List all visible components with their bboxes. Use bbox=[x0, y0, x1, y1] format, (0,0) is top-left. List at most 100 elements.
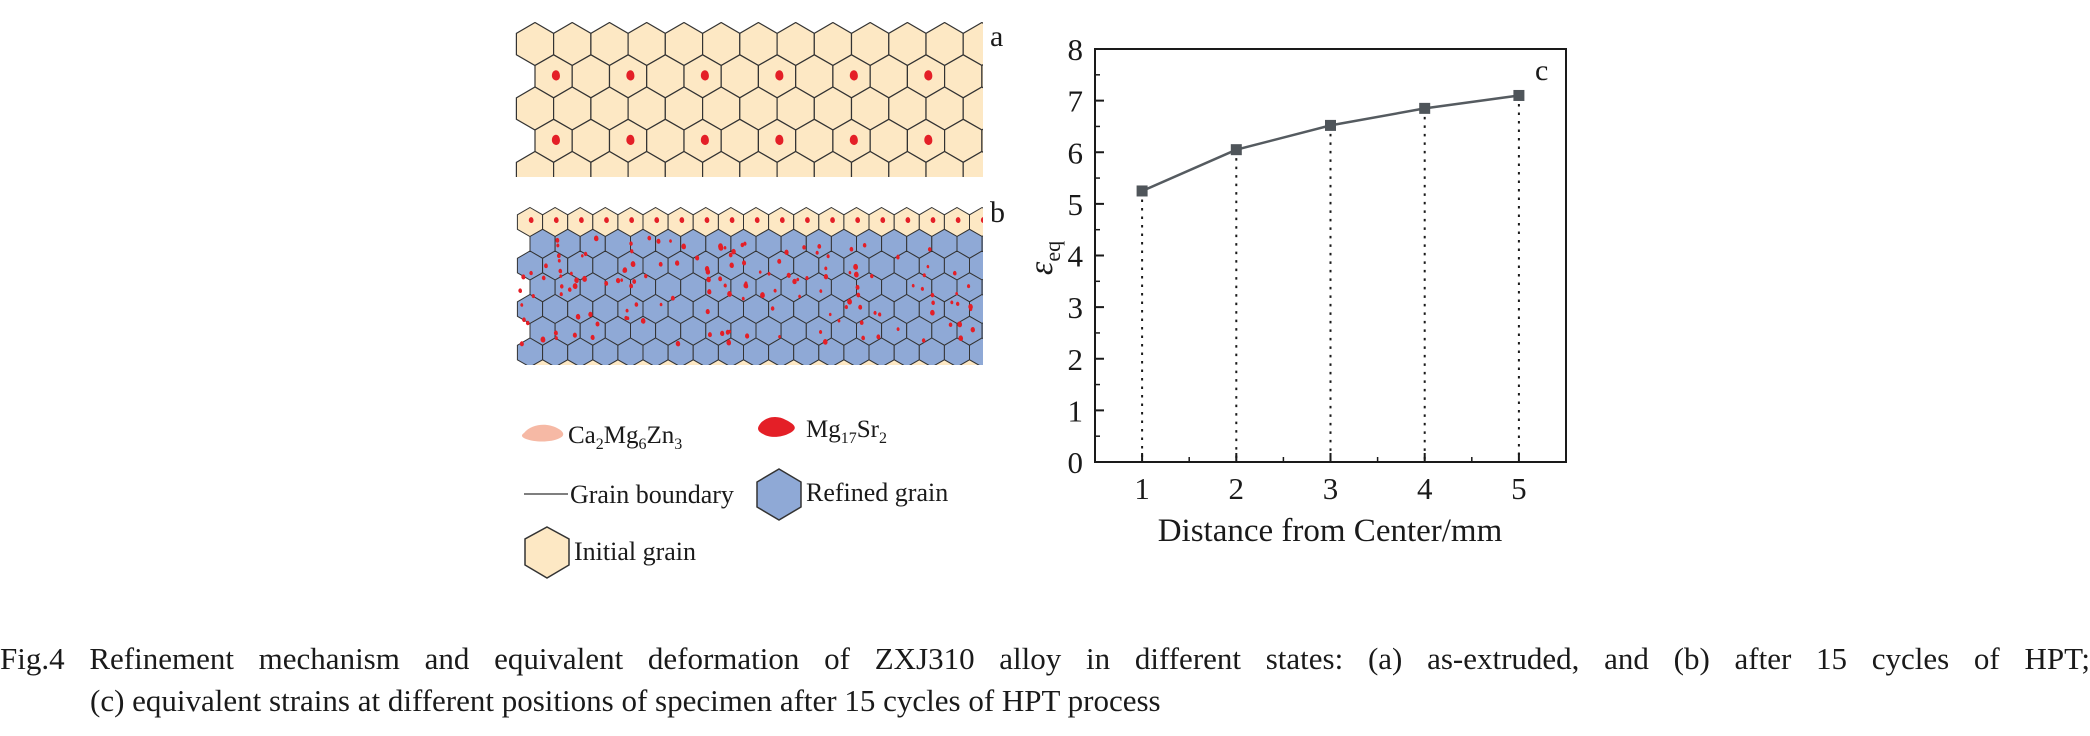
mg17sr2-particle bbox=[1019, 369, 1024, 375]
mg17sr2-particle bbox=[744, 283, 749, 289]
mg17sr2-particle bbox=[558, 268, 563, 274]
mg17sr2-particle bbox=[720, 330, 725, 337]
refined-grain-hexagon bbox=[981, 322, 983, 340]
mg17sr2-particle bbox=[692, 369, 697, 375]
panel-a-label: a bbox=[990, 20, 1003, 53]
initial-grain-hexagon bbox=[962, 150, 983, 177]
legend-item-initial-grain: Initial grain bbox=[524, 526, 696, 579]
mg17sr2-particle bbox=[572, 332, 577, 338]
mg17sr2-particle bbox=[519, 341, 524, 347]
mg17sr2-particle bbox=[742, 369, 747, 375]
mg17sr2-particle bbox=[830, 217, 835, 224]
mg17sr2-particle bbox=[553, 330, 558, 336]
mg17sr2-particle bbox=[802, 245, 806, 250]
mg17sr2-particle bbox=[924, 70, 933, 81]
mg17sr2-particle bbox=[624, 315, 628, 321]
mg17sr2-particle bbox=[555, 237, 560, 243]
caption-word: alloy bbox=[999, 641, 1062, 676]
mg17sr2-particle bbox=[993, 369, 998, 375]
panel-b-grain-grid bbox=[516, 207, 1032, 375]
mg17sr2-particle bbox=[707, 289, 712, 295]
initial-grain-hexagon bbox=[658, 359, 679, 365]
mg17sr2-particle bbox=[858, 304, 863, 310]
mg17sr2-label: Mg17Sr2 bbox=[806, 416, 887, 447]
caption-word: in bbox=[1086, 641, 1111, 676]
mg17sr2-particle bbox=[896, 255, 900, 260]
mg17sr2-particle bbox=[950, 300, 954, 305]
mg17sr2-particle bbox=[784, 249, 789, 255]
mg17sr2-particle bbox=[775, 70, 784, 81]
mg17sr2-particle bbox=[849, 134, 858, 145]
caption-word: equivalent bbox=[494, 641, 624, 676]
mg17sr2-particle bbox=[626, 70, 635, 81]
panel-a-grain-grid bbox=[515, 22, 1131, 227]
mg17sr2-particle bbox=[531, 293, 535, 299]
mg17sr2-particle bbox=[629, 217, 634, 224]
mg17sr2-particle bbox=[943, 369, 948, 375]
mg17sr2-particle bbox=[948, 322, 953, 327]
mg17sr2-particle bbox=[926, 264, 930, 269]
mg17sr2-particle bbox=[615, 277, 621, 284]
chart-drop-lines bbox=[1141, 95, 1520, 462]
mg17sr2-particle bbox=[718, 243, 723, 250]
initial-grain-hexagon bbox=[959, 359, 980, 365]
initial-grain-hexagon bbox=[1094, 55, 1131, 98]
mg17sr2-particle bbox=[629, 283, 634, 289]
initial-grain-hexagon bbox=[733, 359, 754, 365]
mg17sr2-particle bbox=[629, 241, 633, 246]
mg17sr2-particle bbox=[520, 303, 524, 307]
mg17sr2-particle bbox=[518, 288, 523, 293]
mg17sr2-particle bbox=[626, 134, 635, 145]
mg17sr2-particle bbox=[805, 275, 809, 281]
mg17sr2-particle bbox=[822, 338, 828, 345]
caption-word: and bbox=[1604, 641, 1649, 676]
mg17sr2-particle bbox=[847, 298, 852, 305]
mg17sr2-particle bbox=[528, 217, 534, 224]
mg17sr2-particle bbox=[559, 292, 563, 297]
mg17sr2-particle bbox=[529, 270, 533, 276]
refined-grain-hexagon bbox=[995, 251, 1020, 280]
caption-word: (a) bbox=[1367, 641, 1403, 676]
mg17sr2-particle bbox=[521, 274, 526, 280]
x-tick-label: 3 bbox=[1323, 471, 1339, 506]
chart-plot-frame bbox=[1094, 48, 1567, 463]
refined-grain-hexagon bbox=[1007, 273, 1032, 302]
initial-grain-hexagon bbox=[884, 359, 905, 365]
mg17sr2-particle bbox=[622, 268, 626, 273]
mg17sr2-particle bbox=[823, 273, 829, 280]
mg17sr2-particle bbox=[779, 217, 785, 224]
mg17sr2-particle bbox=[729, 262, 734, 268]
mg17sr2-particle bbox=[818, 329, 823, 334]
initial-grain-hexagon bbox=[708, 359, 729, 365]
mg17sr2-particle bbox=[656, 238, 661, 244]
mg17sr2-particle bbox=[856, 292, 861, 298]
mg17sr2-particle bbox=[849, 70, 858, 81]
mg17sr2-particle bbox=[955, 217, 961, 224]
mg17sr2-particle bbox=[541, 275, 546, 281]
mg17sr2-particle bbox=[930, 217, 936, 224]
mg17sr2-particle bbox=[556, 243, 560, 248]
caption-word: of bbox=[1973, 641, 2000, 676]
mg17sr2-particle bbox=[773, 288, 777, 293]
mg17sr2-particle bbox=[792, 278, 797, 285]
mg17sr2-particle bbox=[873, 310, 877, 315]
mg17sr2-particle bbox=[1006, 217, 1011, 223]
initial-grain-hexagon bbox=[1019, 184, 1056, 227]
initial-grain-hexagon bbox=[607, 359, 629, 365]
mg17sr2-particle bbox=[796, 277, 800, 282]
mg17sr2-particle bbox=[952, 270, 957, 276]
panel-a-microstructure: a bbox=[515, 20, 1131, 227]
mg17sr2-particle bbox=[681, 243, 686, 250]
mg17sr2-particle bbox=[729, 217, 735, 224]
mg17sr2-particle bbox=[817, 243, 822, 249]
ca2mg6zn3-label: Ca2Mg6Zn3 bbox=[568, 422, 682, 453]
mg17sr2-particle bbox=[743, 241, 747, 246]
initial-grain-hexagon bbox=[1001, 87, 1038, 130]
mg17sr2-particle bbox=[566, 369, 571, 375]
mg17sr2-particle bbox=[617, 369, 622, 375]
mg17sr2-particle bbox=[695, 255, 700, 261]
y-tick-label: 6 bbox=[1068, 135, 1084, 170]
mg17sr2-particle bbox=[828, 312, 832, 317]
mg17sr2-particle bbox=[604, 280, 609, 286]
caption-line-1: Fig.4 Refinement mechanism and equivalent def… bbox=[0, 638, 2090, 680]
